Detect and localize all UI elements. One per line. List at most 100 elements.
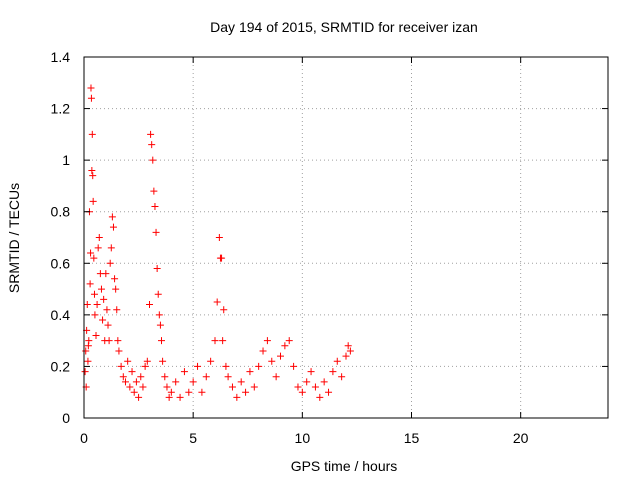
- data-point: [344, 342, 352, 350]
- data-point: [290, 362, 298, 370]
- data-point: [91, 311, 99, 319]
- data-point: [228, 383, 236, 391]
- data-point: [81, 368, 89, 376]
- data-point: [112, 285, 120, 293]
- data-point: [97, 285, 105, 293]
- y-axis-title: SRMTID / TECUs: [6, 183, 22, 293]
- data-point: [82, 347, 90, 355]
- data-point: [329, 368, 337, 376]
- y-tick-label: 0.8: [51, 204, 71, 220]
- data-point: [167, 388, 175, 396]
- data-point: [156, 321, 164, 329]
- data-point: [132, 378, 140, 386]
- data-point: [126, 383, 134, 391]
- x-axis-title: GPS time / hours: [291, 458, 398, 474]
- data-point: [158, 337, 166, 345]
- data-point: [94, 244, 102, 252]
- data-point: [342, 352, 350, 360]
- data-point: [87, 84, 95, 92]
- data-point: [114, 337, 122, 345]
- data-point: [143, 357, 151, 365]
- y-tick-label: 0: [62, 410, 70, 426]
- data-point: [84, 357, 92, 365]
- data-point: [92, 331, 100, 339]
- data-point: [250, 383, 258, 391]
- data-point: [281, 342, 289, 350]
- data-point: [155, 311, 163, 319]
- data-point: [111, 275, 119, 283]
- data-point: [105, 337, 113, 345]
- data-point: [219, 337, 227, 345]
- data-point: [107, 244, 115, 252]
- data-points: [81, 84, 354, 401]
- data-point: [139, 383, 147, 391]
- data-point: [130, 388, 138, 396]
- data-point: [311, 383, 319, 391]
- data-point: [89, 197, 97, 205]
- data-point: [151, 203, 159, 211]
- data-point: [95, 234, 103, 241]
- y-tick-label: 1.4: [51, 49, 71, 65]
- data-point: [106, 259, 114, 267]
- data-point: [148, 141, 156, 149]
- data-point: [104, 321, 112, 329]
- y-tick-label: 0.4: [51, 307, 71, 323]
- data-point: [307, 368, 315, 376]
- data-point: [113, 306, 121, 314]
- data-point: [333, 357, 341, 365]
- data-point: [128, 368, 136, 376]
- data-point: [316, 393, 324, 401]
- data-point: [86, 280, 94, 288]
- data-point: [294, 383, 302, 391]
- data-point: [246, 368, 254, 376]
- data-point: [119, 373, 127, 381]
- data-point: [189, 378, 197, 386]
- data-point: [90, 290, 98, 298]
- data-point: [242, 388, 250, 396]
- data-point: [87, 94, 95, 102]
- data-point: [154, 290, 162, 298]
- data-point: [320, 378, 328, 386]
- data-point: [103, 306, 111, 314]
- y-tick-label: 0.6: [51, 255, 71, 271]
- data-point: [222, 362, 230, 370]
- data-point: [85, 337, 93, 345]
- data-point: [165, 393, 173, 401]
- y-tick-label: 0.2: [51, 358, 71, 374]
- data-point: [109, 223, 117, 231]
- data-point: [153, 264, 161, 272]
- data-point: [255, 362, 263, 370]
- data-point: [185, 388, 193, 396]
- data-point: [172, 378, 180, 386]
- data-point: [93, 301, 101, 309]
- data-point: [176, 393, 184, 401]
- data-point: [215, 234, 223, 241]
- data-point: [99, 316, 107, 324]
- data-point: [213, 298, 221, 306]
- data-point: [90, 254, 98, 262]
- x-tick-label: 5: [189, 430, 197, 446]
- data-point: [108, 213, 116, 221]
- data-point: [117, 362, 125, 370]
- data-point: [202, 373, 210, 381]
- data-point: [277, 352, 284, 360]
- data-point: [218, 254, 226, 262]
- plot-frame: [83, 56, 609, 419]
- data-point: [115, 347, 123, 355]
- data-point: [220, 306, 228, 314]
- data-point: [135, 393, 143, 401]
- data-point: [83, 301, 91, 309]
- y-tick-label: 1.2: [51, 101, 71, 117]
- data-point: [146, 301, 153, 309]
- data-point: [224, 373, 232, 381]
- x-tick-label: 0: [80, 430, 88, 446]
- data-point: [237, 378, 245, 386]
- data-point: [121, 378, 129, 386]
- x-tick-label: 10: [295, 430, 311, 446]
- data-point: [137, 373, 145, 381]
- data-point: [303, 378, 311, 386]
- data-point: [88, 130, 96, 138]
- data-point: [150, 187, 158, 195]
- data-point: [211, 337, 219, 345]
